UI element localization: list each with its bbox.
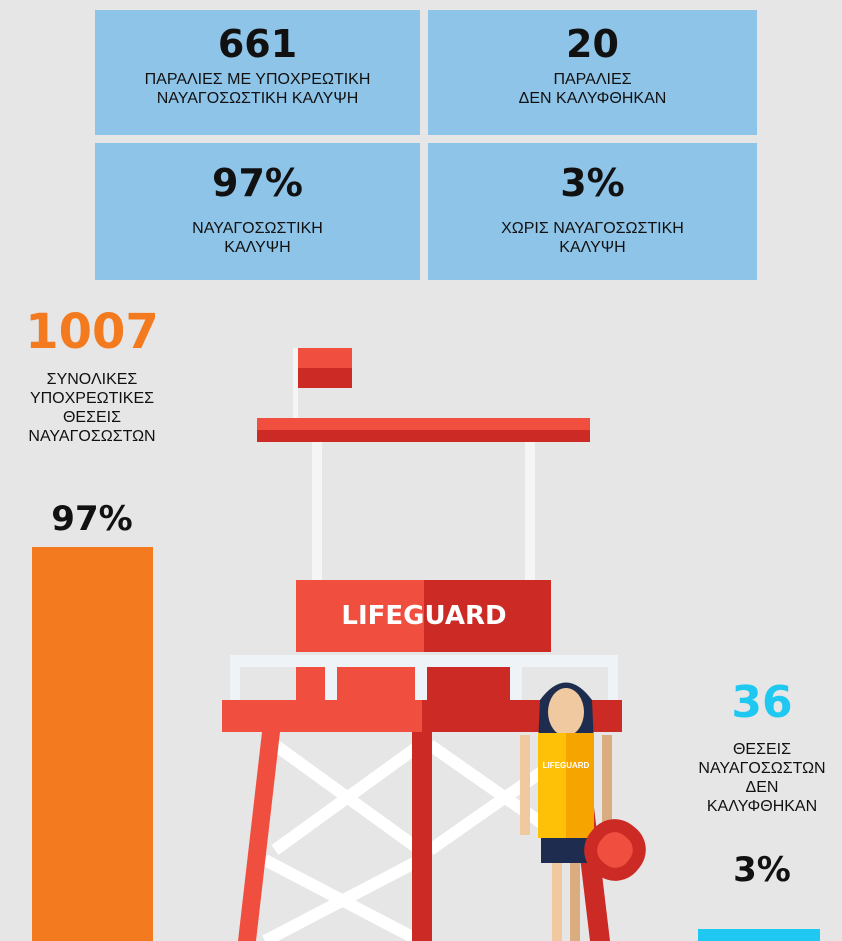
label-line: ΣΥΝΟΛΙΚΕΣ (2, 370, 182, 389)
share-bar (698, 929, 820, 941)
label-line: ΧΩΡΙΣ ΝΑΥΑΓΟΣΩΣΤΙΚΗ (428, 219, 757, 238)
label-line: ΥΠΟΧΡΕΩΤΙΚΕΣ (2, 389, 182, 408)
label-line: ΝΑΥΑΓΟΣΩΣΤΙΚΗ ΚΑΛΥΨΗ (95, 89, 420, 108)
label-line: ΚΑΛΥΦΘΗΚΑΝ (672, 797, 842, 816)
tower-sign: LIFEGUARD (341, 601, 506, 631)
label-line: ΠΑΡΑΛΙΕΣ ΜΕ ΥΠΟΧΡΕΩΤΙΚΗ (95, 70, 420, 89)
infographic: LIFEGUARD LIFEGUARD 661 ΠΑΡΑΛΙΕΣ ΜΕ ΥΠΟΧΡ… (0, 0, 842, 941)
label-line: ΠΑΡΑΛΙΕΣ (428, 70, 757, 89)
label-line: ΘΕΣΕΙΣ (672, 740, 842, 759)
position-number: 1007 (2, 305, 182, 359)
label-line: ΔΕΝ ΚΑΛΥΦΘΗΚΑΝ (428, 89, 757, 108)
share-label: 3% (672, 848, 842, 892)
label-line: ΝΑΥΑΓΟΣΩΣΤΩΝ (672, 759, 842, 778)
label-line: ΚΑΛΥΨΗ (95, 238, 420, 257)
label-line: ΔΕΝ (672, 778, 842, 797)
share-bar (32, 547, 153, 941)
stat-number: 20 (428, 22, 757, 66)
shirt-text: LIFEGUARD (543, 761, 590, 770)
position-number: 36 (672, 676, 842, 730)
share-label: 97% (2, 497, 182, 541)
label-line: ΝΑΥΑΓΟΣΩΣΤΩΝ (2, 427, 182, 446)
stat-number: 97% (95, 161, 420, 205)
stat-number: 3% (428, 161, 757, 205)
label-line: ΝΑΥΑΓΟΣΩΣΤΙΚΗ (95, 219, 420, 238)
label-line: ΘΕΣΕΙΣ (2, 408, 182, 427)
label-line: ΚΑΛΥΨΗ (428, 238, 757, 257)
stat-number: 661 (95, 22, 420, 66)
